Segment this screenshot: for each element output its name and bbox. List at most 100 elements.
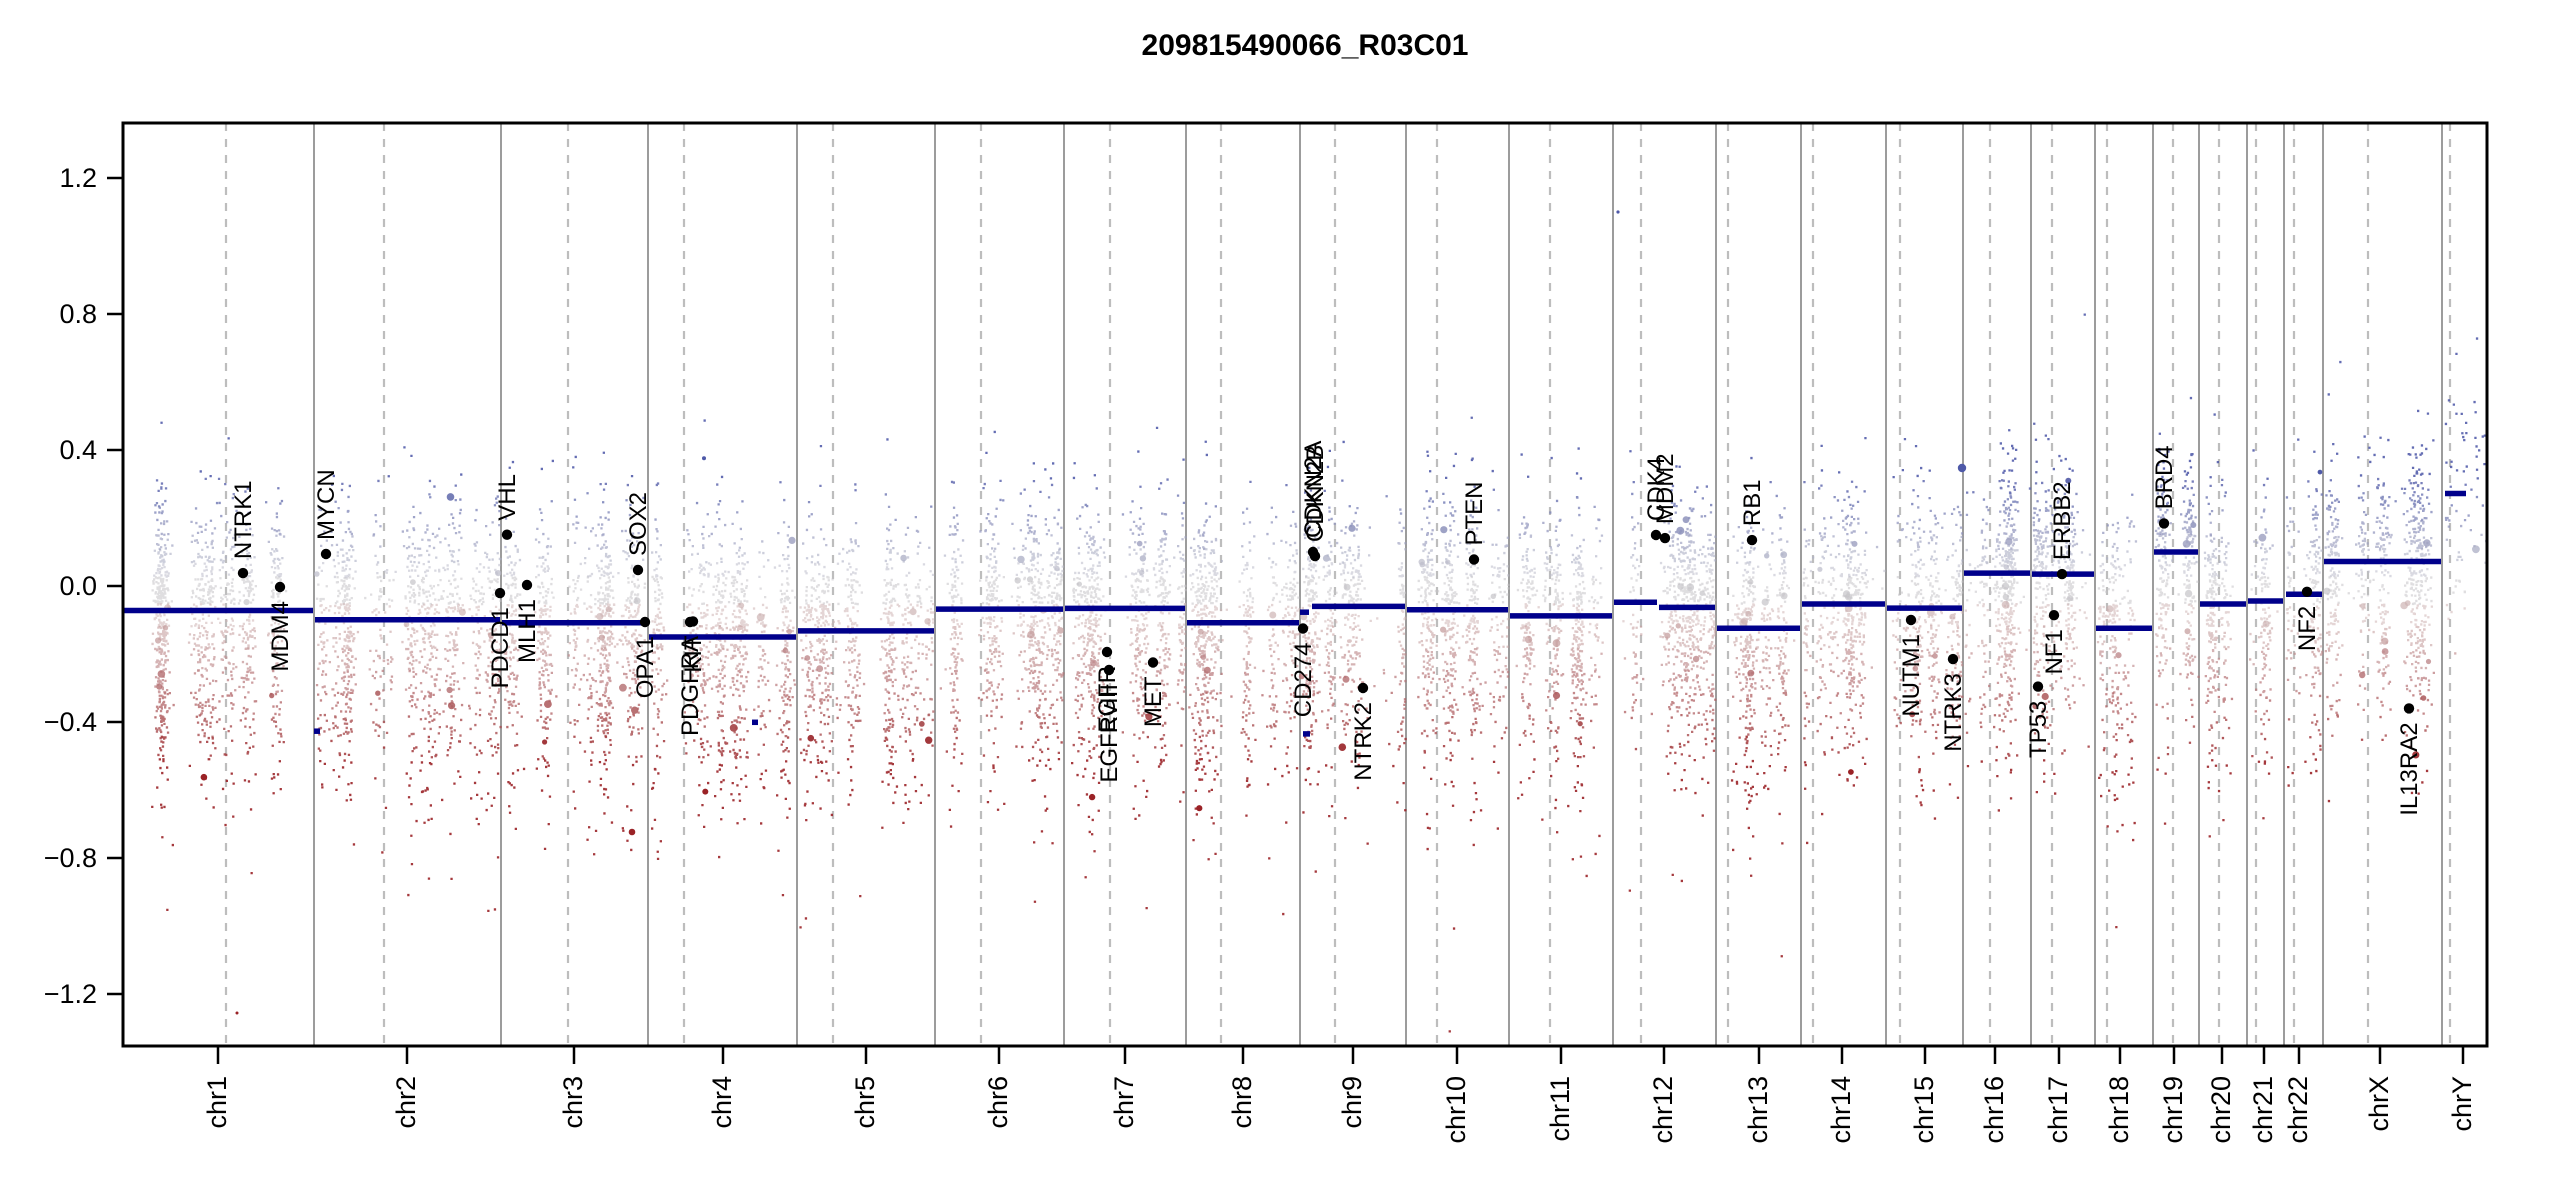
scatter-big-point bbox=[542, 739, 548, 745]
scatter-big-point bbox=[1949, 613, 1956, 620]
outlier-point bbox=[1616, 210, 1620, 214]
outlier-point bbox=[235, 1011, 239, 1015]
chromosome-label-chr9: chr9 bbox=[1337, 1076, 1367, 1129]
gene-dot-NUTM1 bbox=[1905, 614, 1917, 626]
gene-label-NUTM1: NUTM1 bbox=[1898, 634, 1925, 717]
scatter-big-point bbox=[2258, 533, 2267, 542]
gene-dot-NTRK2 bbox=[1357, 682, 1369, 694]
scatter-points-p7 bbox=[160, 313, 2487, 480]
gene-dot-MYCN bbox=[320, 548, 332, 560]
scatter-big-point bbox=[2262, 620, 2270, 628]
scatter-big-point bbox=[1851, 540, 1858, 547]
gene-dot-NF2 bbox=[2301, 586, 2313, 597]
scatter-big-point bbox=[918, 721, 925, 727]
scatter-big-point bbox=[1197, 628, 1204, 635]
scatter-points-n2 bbox=[154, 647, 2457, 672]
scatter-points-p3 bbox=[157, 519, 2473, 536]
scatter-big-point bbox=[1139, 555, 1147, 562]
scatter-big-point bbox=[2412, 751, 2420, 759]
scatter-big-point bbox=[807, 734, 815, 742]
scatter-big-point bbox=[1524, 635, 1533, 644]
gene-dot-ERBB2 bbox=[2056, 568, 2068, 580]
scatter-big-point bbox=[1196, 805, 1203, 812]
scatter-big-point bbox=[157, 670, 166, 678]
chromosome-label-chr14: chr14 bbox=[1826, 1076, 1856, 1144]
scatter-big-point bbox=[631, 706, 639, 714]
gene-label-VHL: VHL bbox=[494, 474, 521, 521]
scatter-big-point bbox=[596, 613, 604, 620]
scatter-big-point bbox=[1014, 577, 1021, 584]
scatter-big-point bbox=[1322, 554, 1330, 562]
scatter-big-point bbox=[410, 579, 416, 585]
scatter-big-point bbox=[633, 597, 641, 605]
gene-dot-CDKN2B bbox=[1309, 550, 1321, 562]
chromosome-label-chr17: chr17 bbox=[2043, 1076, 2073, 1144]
scatter-points-p6 bbox=[155, 477, 2473, 494]
scatter-big-point bbox=[2420, 695, 2427, 701]
scatter-big-point bbox=[1303, 526, 1310, 533]
scatter-big-point bbox=[162, 625, 169, 631]
scatter-big-point bbox=[2001, 582, 2010, 590]
scatter-big-point bbox=[1780, 551, 1788, 559]
scatter-big-point bbox=[446, 493, 455, 501]
scatter-big-point bbox=[804, 655, 811, 661]
gene-label-KIT: KIT bbox=[680, 635, 707, 673]
scatter-big-point bbox=[1552, 639, 1561, 647]
scatter-big-point bbox=[925, 736, 933, 744]
scatter-big-point bbox=[2360, 603, 2366, 609]
scatter-big-point bbox=[1054, 565, 1060, 572]
scatter-big-point bbox=[738, 602, 745, 609]
gene-label-CDKN2B: CDKN2B bbox=[1302, 445, 1329, 542]
scatter-big-point bbox=[782, 647, 789, 654]
scatter-big-point bbox=[448, 702, 456, 710]
chromosome-label-chr18: chr18 bbox=[2104, 1076, 2134, 1144]
chromosome-label-chrY: chrY bbox=[2447, 1076, 2477, 1132]
gene-label-MLH1: MLH1 bbox=[514, 599, 541, 663]
chromosome-label-chr2: chr2 bbox=[391, 1076, 421, 1129]
gene-label-OPA1: OPA1 bbox=[632, 636, 659, 698]
scatter-big-point bbox=[1664, 632, 1671, 639]
scatter-big-point bbox=[1741, 617, 1748, 625]
scatter-big-point bbox=[2182, 540, 2191, 548]
scatter-big-point bbox=[2381, 637, 2389, 645]
scatter-big-point bbox=[788, 536, 796, 545]
gene-label-CD274: CD274 bbox=[1290, 643, 1317, 718]
scatter-big-point bbox=[2425, 658, 2432, 665]
y-tick-label-0.0: 0.0 bbox=[59, 571, 97, 601]
scatter-big-point bbox=[458, 608, 466, 616]
scatter-big-point bbox=[1445, 559, 1451, 565]
scatter-big-point bbox=[1682, 516, 1690, 524]
scatter-big-point bbox=[756, 613, 765, 622]
scatter-points-n3 bbox=[154, 669, 2435, 694]
plot-layers: NTRK1 MDM4 MYCN PDCD1 VHL MLH1 SOX2 OPA1 PDGFRAK… bbox=[44, 121, 2489, 1144]
scatter-big-point bbox=[1675, 623, 1682, 629]
scatter-big-point bbox=[2001, 600, 2010, 609]
gene-dot-BRD4 bbox=[2158, 518, 2170, 529]
scatter-big-point bbox=[1090, 659, 1097, 667]
scatter-big-point bbox=[1343, 583, 1351, 591]
chromosome-label-chr21: chr21 bbox=[2248, 1076, 2278, 1144]
scatter-big-point bbox=[403, 621, 410, 628]
scatter-big-point bbox=[1692, 655, 1700, 663]
outlier-point bbox=[702, 456, 706, 461]
scatter-big-point bbox=[243, 599, 250, 606]
scatter-points-p0 bbox=[153, 561, 2429, 579]
scatter-big-point bbox=[2041, 692, 2049, 701]
scatter-big-point bbox=[1817, 566, 1823, 572]
scatter-big-point bbox=[2106, 605, 2114, 613]
scatter-big-point bbox=[495, 570, 502, 577]
gene-label-MDM4: MDM4 bbox=[267, 601, 294, 672]
chromosome-label-chr7: chr7 bbox=[1109, 1076, 1139, 1129]
scatter-big-point bbox=[2381, 648, 2389, 655]
plot-border bbox=[121, 121, 2489, 1048]
y-tick-label-−0.4: −0.4 bbox=[44, 707, 97, 737]
scatter-points-p1 bbox=[153, 547, 2487, 564]
scatter-big-point bbox=[200, 773, 208, 781]
gene-label-ERBB2: ERBB2 bbox=[2049, 481, 2076, 560]
scatter-points-n5 bbox=[154, 713, 2429, 738]
scatter-big-point bbox=[1440, 626, 1447, 633]
gene-dot-MLH1 bbox=[521, 579, 533, 591]
scatter-big-point bbox=[1017, 555, 1025, 564]
scatter-big-point bbox=[628, 828, 636, 836]
scatter-big-point bbox=[2067, 595, 2074, 602]
